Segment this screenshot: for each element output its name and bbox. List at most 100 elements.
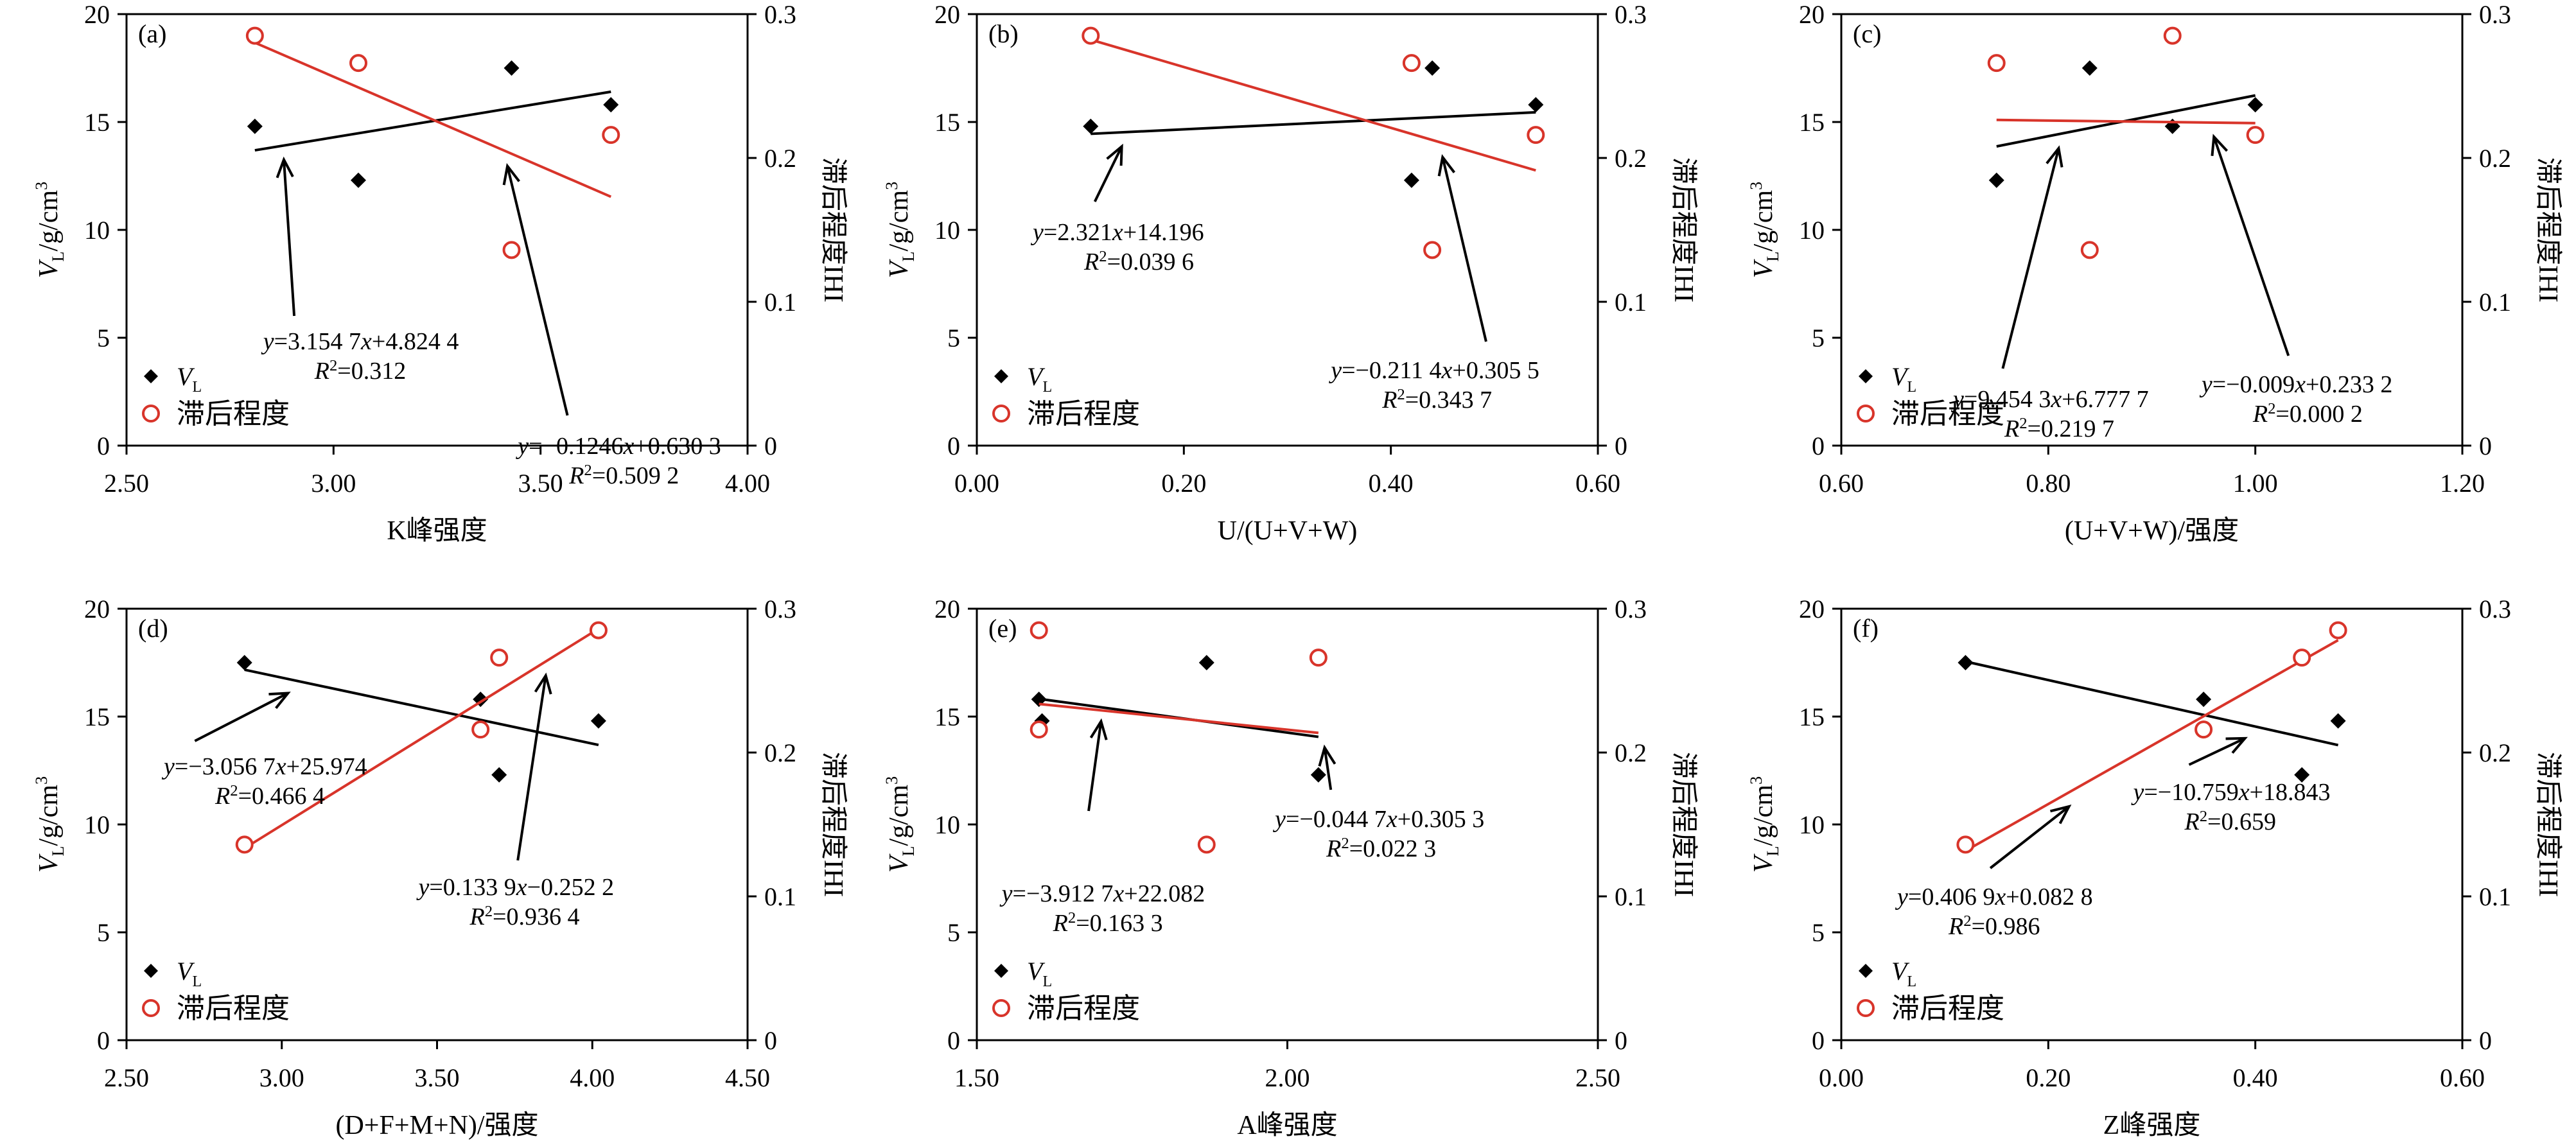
- lag-fit-line: [1996, 118, 2256, 125]
- panel-d: 2.50 3.00 3.50 4.00 4.50 0 5 10 15 20 0 0.1 0.2 0.3 (d…: [32, 595, 848, 1140]
- lag-fit-equation: y=0.133 9x−0.252 2: [416, 874, 614, 901]
- legend-lag-label: 滞后程度: [177, 993, 290, 1024]
- y-left-tick-label: 20: [84, 0, 110, 29]
- panel-c: 0.60 0.80 1.00 1.20 0 5 10 15 20 0 0.1 0.2 0.3 (c) (U+…: [1747, 0, 2563, 546]
- lag-point: [1030, 621, 1048, 640]
- y-left-tick-label: 10: [934, 216, 960, 245]
- y-right-tick-label: 0.2: [1615, 144, 1647, 173]
- vl-fit-arrow: [2001, 145, 2063, 369]
- y-left-tick-label: 0: [97, 431, 110, 460]
- lag-fit-r2: R2=0.986: [1948, 912, 2040, 941]
- lag-fit-arrow: [2211, 134, 2290, 356]
- legend-lag-marker: [992, 999, 1010, 1017]
- lag-point: [235, 835, 254, 854]
- x-tick-label: 3.50: [518, 469, 563, 498]
- vl-fit-equation: y=9.454 3x+6.777 7: [1950, 386, 2149, 413]
- lag-point: [589, 621, 608, 640]
- lag-point: [1956, 835, 1975, 854]
- panel-e: 1.50 2.00 2.50 0 5 10 15 20 0 0.1 0.2 0.3 (e) A峰强度 VL/…: [882, 595, 1698, 1140]
- y-left-tick-label: 20: [1799, 0, 1825, 29]
- y-left-tick-label: 0: [1812, 431, 1825, 460]
- legend-lag-marker: [142, 999, 160, 1017]
- vl-point: [1083, 118, 1099, 134]
- lag-point: [2163, 26, 2182, 45]
- lag-point: [245, 26, 264, 45]
- plot-frame: [1840, 607, 2464, 1041]
- vl-fit-r2: R2=0.312: [314, 357, 407, 385]
- vl-fit-r2: R2=0.163 3: [1053, 909, 1163, 937]
- x-axis-label: (D+F+M+N)/强度: [335, 1111, 538, 1140]
- y-left-tick-label: 15: [934, 702, 960, 731]
- plot-frame: [125, 13, 749, 447]
- vl-fit-arrow: [1093, 143, 1123, 202]
- vl-fit-equation: y=−3.056 7x+25.974: [161, 753, 367, 780]
- vl-fit-equation: y=−3.912 7x+22.082: [999, 880, 1205, 907]
- lag-fit-equation: y=−0.044 7x+0.305 3: [1272, 806, 1484, 833]
- vl-fit-line: [1965, 660, 2339, 747]
- y-left-tick-label: 5: [97, 324, 110, 353]
- y-left-tick-label: 0: [97, 1026, 110, 1055]
- lag-point: [2293, 649, 2311, 667]
- y-right-tick-label: 0.3: [764, 0, 796, 29]
- y-right-tick-label: 0.2: [1615, 738, 1647, 767]
- y-left-tick-label: 5: [1812, 324, 1825, 353]
- panel-label: (c): [1853, 19, 1881, 48]
- x-tick-label: 0.60: [2440, 1063, 2485, 1092]
- y-right-axis-label: 滞后程度IHI: [2533, 752, 2563, 897]
- x-tick-label: 3.00: [311, 469, 356, 498]
- y-left-tick-label: 10: [1799, 216, 1825, 245]
- lag-fit-arrow: [516, 672, 552, 861]
- x-tick-label: 0.00: [1819, 1063, 1864, 1092]
- y-right-axis-label: 滞后程度IHI: [818, 157, 848, 302]
- x-tick-label: 2.00: [1265, 1063, 1310, 1092]
- lag-fit-r2: R2=0.022 3: [1326, 835, 1436, 863]
- y-right-tick-label: 0.1: [2479, 288, 2511, 317]
- lag-point: [1423, 241, 1442, 259]
- y-left-tick-label: 20: [84, 595, 110, 623]
- y-left-tick-label: 10: [84, 810, 110, 839]
- lag-point: [1082, 26, 1100, 45]
- legend-vl-label: VL: [1027, 957, 1052, 990]
- vl-fit-r2: R2=0.659: [2184, 808, 2276, 836]
- lag-point: [1987, 54, 2006, 73]
- y-right-tick-label: 0.1: [1615, 882, 1647, 911]
- vl-fit-r2: R2=0.219 7: [2004, 415, 2114, 443]
- y-right-tick-label: 0.3: [1615, 595, 1647, 623]
- x-tick-label: 4.50: [725, 1063, 770, 1092]
- legend-vl-marker: [144, 369, 158, 383]
- lag-point: [1402, 54, 1421, 73]
- lag-fit-r2: R2=0.936 4: [469, 903, 579, 931]
- legend-lag-marker: [1857, 999, 1875, 1017]
- y-left-tick-label: 5: [947, 918, 960, 947]
- y-left-tick-label: 5: [97, 918, 110, 947]
- vl-point: [1198, 655, 1214, 670]
- vl-point: [236, 655, 252, 670]
- y-left-axis-label: VL/g/cm3: [1747, 776, 1782, 873]
- vl-point: [491, 767, 507, 783]
- panel-label: (f): [1853, 614, 1879, 643]
- lag-fit-arrow: [1989, 804, 2072, 869]
- lag-fit-r2: R2=0.343 7: [1381, 386, 1492, 414]
- y-left-tick-label: 15: [84, 702, 110, 731]
- lag-fit-equation: y=−0.009x+0.233 2: [2199, 371, 2393, 398]
- legend-vl-marker: [1859, 964, 1873, 978]
- lag-point: [2195, 720, 2213, 739]
- lag-fit-line: [1038, 702, 1319, 735]
- lag-point: [1527, 126, 1545, 144]
- panel-label: (e): [988, 614, 1017, 643]
- legend-vl-label: VL: [1027, 362, 1052, 396]
- lag-fit-arrow: [502, 162, 569, 416]
- x-tick-label: 2.50: [1575, 1063, 1620, 1092]
- lag-fit-line: [1090, 38, 1536, 172]
- legend-lag-label: 滞后程度: [177, 398, 290, 430]
- x-tick-label: 3.00: [259, 1063, 304, 1092]
- x-tick-label: 0.00: [954, 469, 999, 498]
- y-left-tick-label: 0: [947, 431, 960, 460]
- vl-fit-arrow: [1087, 718, 1108, 812]
- y-right-tick-label: 0.3: [1615, 0, 1647, 29]
- vl-fit-equation: y=3.154 7x+4.824 4: [261, 328, 459, 355]
- lag-point: [471, 720, 490, 739]
- x-axis-label: A峰强度: [1237, 1111, 1337, 1140]
- lag-point: [2329, 621, 2347, 640]
- lag-fit-line: [1965, 639, 2339, 852]
